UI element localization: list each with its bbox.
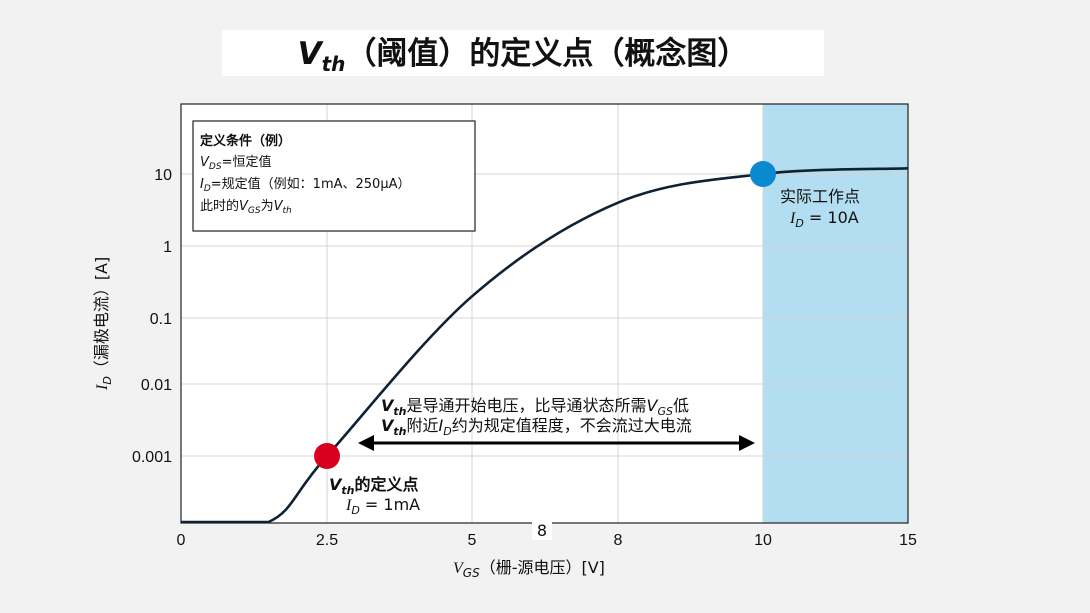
vth-point-marker — [314, 443, 340, 469]
y-tick-label: 1 — [163, 239, 172, 256]
condition-heading: 定义条件（例） — [199, 133, 291, 149]
title-box: Vth（阈值）的定义点（概念图） — [222, 30, 824, 76]
x-tick-label: 5 — [468, 532, 477, 549]
title-var: V — [297, 36, 322, 72]
condition-line3: 此时的VGS为Vth — [200, 198, 292, 216]
vth-point-current: ID = 1mA — [345, 495, 420, 517]
operating-point-marker — [750, 161, 776, 187]
chart-title: Vth（阈值）的定义点（概念图） — [222, 30, 824, 88]
x-axis-var: V — [453, 560, 465, 577]
arrow-text-line1: Vth是导通开始电压，比导通状态所需VGS低 — [381, 396, 689, 418]
y-tick-label: 0.001 — [132, 449, 172, 466]
condition-line2: ID=规定值（例如：1mA、250μA） — [200, 176, 410, 194]
y-axis-sub: D — [101, 376, 114, 384]
x-tick-label: 2.5 — [316, 532, 338, 549]
arrow-head-right — [739, 435, 755, 451]
x-axis-rest: （栅-源电压）[V] — [480, 558, 605, 577]
operating-point-label: 实际工作点 — [780, 187, 860, 206]
y-tick-label: 10 — [154, 167, 172, 184]
range-arrow — [358, 435, 755, 451]
title-rest: （阈值）的定义点（概念图） — [345, 36, 749, 72]
condition-line1: VDS=恒定值 — [200, 154, 271, 172]
y-axis-var: I — [94, 384, 111, 391]
x-tick-label: 10 — [754, 532, 772, 549]
y-axis-label: ID（漏极电流）[A] — [92, 257, 114, 391]
arrow-head-left — [358, 435, 374, 451]
x-axis-sub: GS — [463, 566, 480, 580]
stray-label: 8 — [537, 521, 547, 540]
arrow-text-line2: Vth附近ID约为规定值程度，不会流过大电流 — [381, 416, 692, 438]
title-sub: th — [321, 52, 346, 77]
condition-box: 定义条件（例） VDS=恒定值 ID=规定值（例如：1mA、250μA） 此时的… — [192, 120, 476, 232]
operating-point-current: ID = 10A — [789, 208, 859, 230]
x-axis-label: VGS（栅-源电压）[V] — [453, 558, 605, 580]
x-tick-label: 8 — [614, 532, 623, 549]
x-tick-label: 0 — [177, 532, 186, 549]
operating-region — [763, 104, 908, 523]
y-tick-label: 0.1 — [150, 311, 172, 328]
y-tick-label: 0.01 — [141, 377, 172, 394]
stray-label-bg — [532, 521, 552, 540]
y-axis-rest: （漏极电流）[A] — [92, 257, 111, 376]
vth-point-label: Vth的定义点 — [329, 475, 419, 497]
x-tick-label: 15 — [899, 532, 917, 549]
